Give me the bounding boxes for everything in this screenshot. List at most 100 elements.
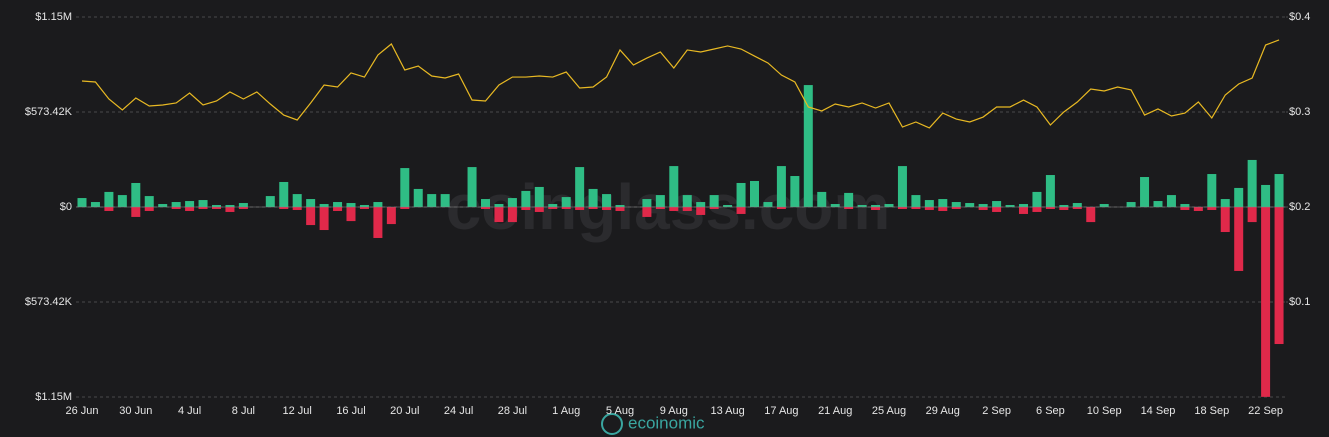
y-tick-label: $573.42K (25, 106, 73, 118)
bar (1180, 204, 1190, 207)
x-tick-label: 1 Aug (552, 405, 580, 417)
bar (117, 195, 127, 207)
bar (1099, 204, 1109, 207)
bar (1220, 207, 1230, 233)
bar (386, 207, 396, 225)
bar (1180, 207, 1190, 210)
bar (212, 207, 221, 209)
bar (669, 166, 679, 207)
bar (212, 205, 221, 207)
bar (1153, 201, 1163, 207)
bar (1247, 159, 1257, 207)
bar (413, 188, 423, 207)
bar (1045, 207, 1055, 209)
bar (225, 205, 235, 207)
bar (965, 203, 975, 207)
x-tick-label: 30 Jun (119, 405, 152, 417)
bar (992, 207, 1002, 212)
bar (90, 202, 100, 207)
bar (333, 202, 343, 207)
bar (481, 199, 490, 207)
y2-tick-label: $0.4 (1289, 11, 1310, 23)
bar (104, 207, 114, 211)
y2-tick-label: $0.2 (1289, 201, 1310, 213)
y-tick-label: $573.42K (25, 296, 73, 308)
bar (1234, 207, 1244, 271)
bar (938, 207, 948, 211)
bar (185, 207, 195, 211)
bar (803, 85, 813, 207)
bar (588, 207, 598, 209)
bar (1059, 205, 1069, 207)
y-tick-label: $1.15M (35, 391, 72, 403)
bar (440, 194, 450, 207)
bar (1005, 205, 1015, 207)
bar (481, 207, 490, 209)
bar (871, 205, 881, 207)
x-tick-label: 13 Aug (710, 405, 744, 417)
bar (373, 202, 383, 207)
bar (521, 207, 531, 210)
bar (144, 196, 154, 207)
bar (736, 182, 746, 207)
bar (1126, 202, 1136, 207)
bar (494, 204, 504, 207)
bar (521, 190, 531, 207)
bar (951, 207, 961, 209)
bar (1019, 207, 1028, 214)
bar (279, 181, 289, 207)
bar (534, 186, 544, 207)
bar (265, 196, 275, 207)
bar (709, 195, 719, 207)
bar (292, 194, 302, 207)
x-tick-label: 10 Sep (1087, 405, 1122, 417)
bar (588, 188, 598, 207)
bar (763, 202, 773, 207)
bar (238, 203, 248, 207)
bar (1072, 203, 1082, 207)
x-tick-label: 6 Sep (1036, 405, 1065, 417)
bar (279, 207, 289, 209)
bar (682, 207, 692, 211)
bar (131, 182, 141, 207)
bar (306, 207, 316, 226)
bar (185, 201, 195, 207)
bar (144, 207, 154, 211)
bar (319, 204, 329, 207)
x-tick-label: 28 Jul (498, 405, 527, 417)
bar (1193, 207, 1203, 211)
bar (198, 207, 208, 209)
bar (292, 207, 302, 210)
bar (978, 207, 988, 210)
x-tick-label: 20 Jul (390, 405, 419, 417)
bar (669, 207, 679, 211)
bar (333, 207, 343, 211)
x-tick-label: 24 Jul (444, 405, 473, 417)
bar (1220, 199, 1230, 207)
bar (467, 167, 477, 207)
x-tick-label: 25 Aug (872, 405, 906, 417)
bar (1207, 207, 1217, 210)
bar (346, 203, 356, 207)
x-tick-label: 22 Sep (1248, 405, 1283, 417)
bar (844, 207, 854, 209)
bar (776, 166, 786, 207)
bar (400, 168, 410, 207)
logo-text: ecoinomic (628, 413, 705, 432)
x-tick-label: 29 Aug (926, 405, 960, 417)
bar (1019, 204, 1028, 207)
x-tick-label: 26 Jun (65, 405, 98, 417)
bar (1261, 207, 1271, 397)
x-tick-label: 12 Jul (283, 405, 312, 417)
bar (198, 200, 208, 207)
bar (306, 199, 316, 207)
bar (507, 198, 517, 207)
bar (642, 199, 652, 207)
y-tick-label: $1.15M (35, 11, 72, 23)
price-line (81, 39, 1280, 129)
bar (561, 207, 571, 209)
bar (575, 207, 585, 210)
bar (1086, 207, 1096, 223)
bar (373, 207, 383, 238)
